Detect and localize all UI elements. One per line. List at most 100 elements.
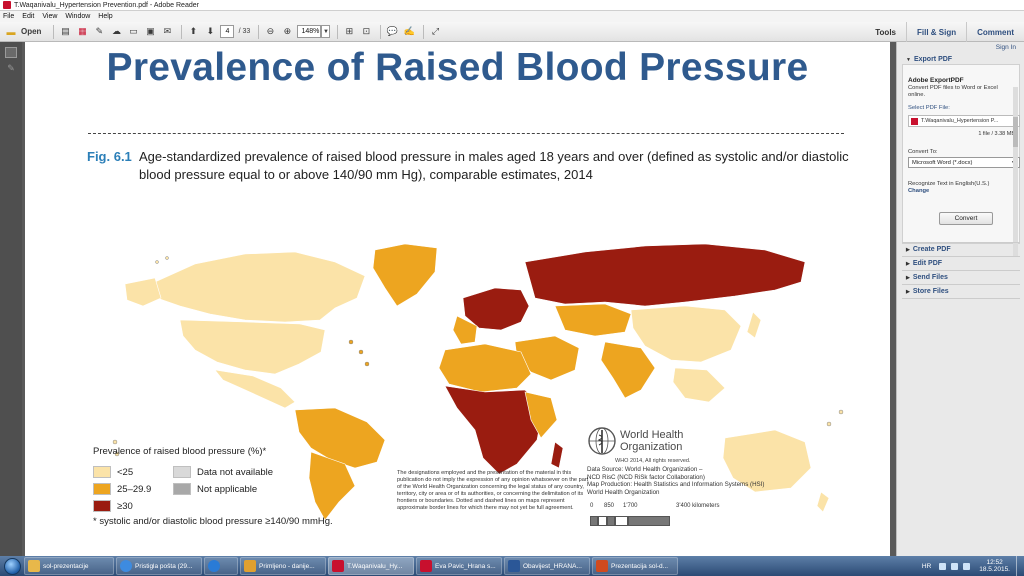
sign-icon[interactable]: ✍ [403, 26, 416, 36]
legend-swatch-data-not-available [173, 466, 191, 478]
zoom-dropdown-icon[interactable]: ▼ [321, 25, 331, 38]
convert-button[interactable]: Convert [939, 212, 993, 225]
tab-tools[interactable]: Tools [875, 27, 896, 37]
page-thumbnails-icon[interactable] [5, 47, 17, 58]
taskbar-item-label: sol-prezentacije [43, 562, 89, 570]
print-icon[interactable]: ▣ [146, 26, 155, 36]
legend-swatch-lt25 [93, 466, 111, 478]
expand-triangle-icon: ▶ [906, 289, 910, 295]
zoom-out-icon[interactable]: ⊖ [266, 26, 275, 36]
taskbar-item-chrome[interactable]: Pristigla pošta (29... [116, 557, 202, 575]
scale-bar [590, 516, 670, 526]
pdf-icon [332, 560, 344, 572]
map-central-asia [554, 303, 632, 337]
tools-pane: Sign In ▼ Export PDF Adobe ExportPDF Conv… [896, 42, 1024, 556]
taskbar-item-word[interactable]: Obavijest_HRANA... [504, 557, 590, 575]
start-button[interactable] [0, 556, 24, 576]
send-files-section[interactable]: ▶ Send Files [902, 270, 1020, 281]
menu-view[interactable]: View [42, 13, 58, 20]
world-map [112, 243, 844, 521]
menu-window[interactable]: Window [65, 13, 91, 20]
scale-label-3400: 3'400 kilometers [676, 503, 720, 509]
word-icon [508, 560, 520, 572]
legend-item-lt25: <25 [93, 466, 133, 478]
tab-comment[interactable]: Comment [966, 22, 1024, 42]
cloud-upload-icon[interactable]: ☁ [111, 26, 121, 36]
map-usa [179, 319, 326, 375]
taskbar-item-internet-explorer[interactable] [204, 557, 238, 575]
document-area[interactable]: Prevalence of Raised Blood Pressure Fig.… [22, 42, 896, 556]
expand-triangle-icon: ▶ [906, 247, 910, 253]
page-number-input[interactable]: 4 [220, 25, 235, 38]
show-desktop-button[interactable] [1016, 556, 1024, 576]
recognize-text-label: Recognize Text in English(U.S.) [908, 181, 990, 187]
menu-help[interactable]: Help [98, 13, 113, 20]
window-title-bar: T.Waqanivalu_Hypertension Prevention.pdf… [0, 0, 1024, 11]
zoom-in-icon[interactable]: ⊕ [283, 26, 292, 36]
who-name-line2: Organization [620, 441, 683, 453]
open-folder-icon[interactable]: ▬ [6, 26, 16, 37]
volume-icon[interactable] [963, 562, 971, 570]
map-madagascar [550, 441, 564, 469]
panel-scrollbar[interactable] [1013, 87, 1018, 257]
edit-icon[interactable]: ✎ [95, 26, 104, 36]
store-files-section[interactable]: ▶ Store Files [902, 284, 1020, 299]
zoom-level-input[interactable]: 148% [297, 25, 322, 38]
who-copyright: WHO 2014, All rights reserved. [615, 458, 691, 464]
export-description: Convert PDF files to Word or Excel onlin… [908, 85, 998, 98]
email-icon[interactable]: ✉ [163, 26, 172, 36]
next-page-icon[interactable]: ⬇ [206, 26, 215, 36]
clock[interactable]: 12:52 18.5.2015. [979, 559, 1010, 573]
menu-edit[interactable]: Edit [22, 13, 35, 20]
taskbar-item-pdf-2[interactable]: Eva Pavic_Hrana s... [416, 557, 502, 575]
fit-page-icon[interactable]: ⊞ [345, 26, 354, 36]
create-pdf-section[interactable]: ▶ Create PDF [902, 242, 1020, 253]
sign-in-link[interactable]: Sign In [995, 44, 1016, 51]
fit-width-icon[interactable]: ⊡ [362, 26, 371, 36]
previous-page-icon[interactable]: ⬆ [189, 26, 198, 36]
edit-pdf-section[interactable]: ▶ Edit PDF [902, 256, 1020, 267]
legend-item-not-applicable: Not applicable [173, 483, 257, 495]
taskbar-item-explorer[interactable]: sol-prezentacije [24, 557, 114, 575]
attachments-icon[interactable]: ✎ [7, 63, 15, 73]
map-southeast-asia [672, 367, 726, 403]
menu-file[interactable]: File [3, 13, 15, 20]
taskbar-item-outlook[interactable]: Primljeno - danije... [240, 557, 326, 575]
taskbar: sol-prezentacije Pristigla pošta (29... … [0, 556, 1024, 576]
open-button[interactable]: Open [21, 27, 42, 36]
taskbar-item-adobe-reader[interactable]: T.Waqanivalu_Hy... [328, 557, 414, 575]
tray-show-hidden-icon[interactable] [939, 562, 947, 570]
expand-icon[interactable]: ⤢ [431, 26, 440, 36]
map-japan [746, 311, 762, 339]
change-language-link[interactable]: Change [908, 188, 930, 194]
tab-fill-sign[interactable]: Fill & Sign [906, 22, 966, 42]
network-icon[interactable] [951, 562, 959, 570]
figure-label: Fig. 6.1 [87, 149, 132, 164]
create-pdf-icon[interactable]: ▤ [61, 26, 70, 36]
clock-time: 12:52 [986, 559, 1003, 566]
legend-title: Prevalence of raised blood pressure (%)* [93, 446, 267, 457]
convert-format-select[interactable]: Microsoft Word (*.docx) ▼ [908, 157, 1020, 168]
scrollbar-thumb[interactable] [1013, 117, 1018, 147]
store-files-label: Store Files [912, 288, 949, 295]
map-alaska [124, 277, 162, 307]
select-file-label: Select PDF File: [908, 105, 950, 111]
map-mexico [214, 369, 296, 409]
selected-file-field[interactable]: T.Waqanivalu_Hypertension P... [908, 115, 1020, 127]
export-pdf-header[interactable]: ▼ Export PDF [902, 56, 1020, 63]
toolbar: ▬ Open ▤ ▦ ✎ ☁ ▭ ▣ ✉ ⬆ ⬇ 4 / 33 ⊖ ⊕ 148%… [0, 22, 1024, 42]
input-language[interactable]: HR [921, 562, 932, 570]
comment-icon[interactable]: 💬 [386, 26, 399, 36]
toolbar-right-tabs: Tools Fill & Sign Comment [865, 22, 1024, 42]
save-icon[interactable]: ▭ [129, 26, 138, 36]
taskbar-item-powerpoint[interactable]: Prezentacija sol-d... [592, 557, 678, 575]
convert-format-value: Microsoft Word (*.docx) [912, 159, 973, 166]
scale-segment [590, 516, 598, 526]
collapse-triangle-icon: ▼ [906, 57, 911, 63]
clock-date: 18.5.2015. [979, 566, 1010, 573]
data-source: Data Source: World Health Organization –… [587, 466, 827, 497]
map-india [600, 341, 656, 399]
export-pdf-icon[interactable]: ▦ [78, 26, 87, 36]
map-new-zealand [816, 491, 830, 513]
windows-orb-icon [3, 557, 21, 575]
